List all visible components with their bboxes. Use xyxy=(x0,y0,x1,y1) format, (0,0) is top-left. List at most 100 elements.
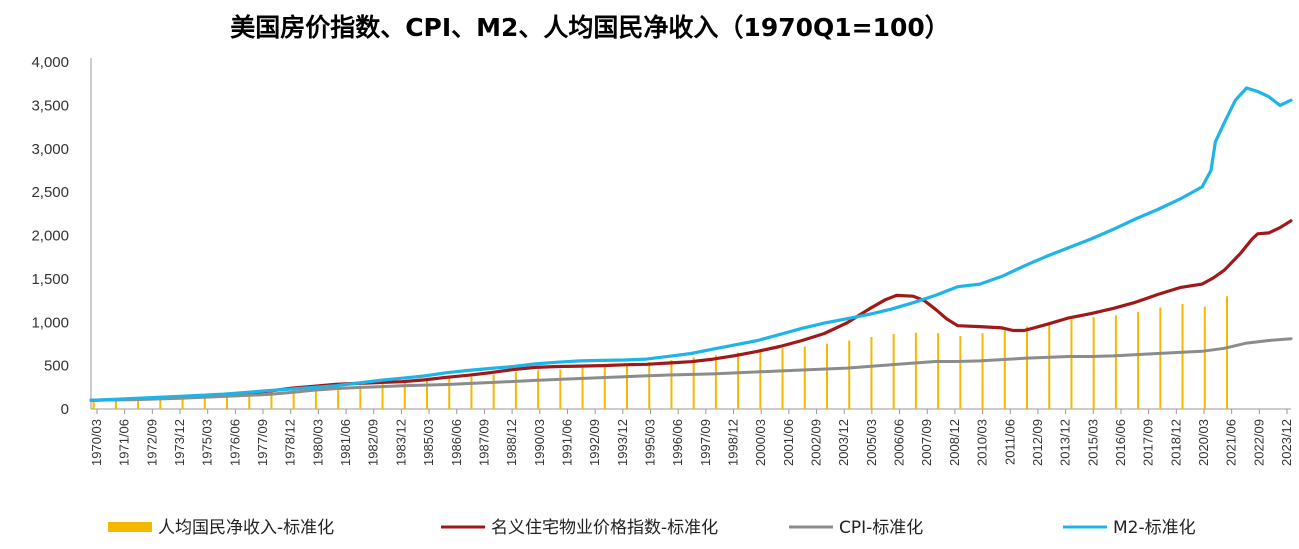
income-bar xyxy=(337,386,340,409)
x-tick-label: 2008/12 xyxy=(947,419,962,466)
income-bar xyxy=(1092,317,1095,409)
income-bar xyxy=(692,357,695,409)
series-lines xyxy=(89,86,1293,402)
y-tick-label: 500 xyxy=(44,358,69,375)
x-tick-label: 1975/03 xyxy=(200,419,215,466)
x-tick-label: 2000/03 xyxy=(753,419,768,466)
income-bar xyxy=(714,355,717,409)
y-tick-label: 1,000 xyxy=(31,314,69,331)
income-bar xyxy=(959,336,962,409)
income-bar xyxy=(248,393,251,409)
income-bar xyxy=(648,362,651,409)
x-tick-label: 1971/06 xyxy=(117,419,132,466)
income-bar xyxy=(381,383,384,409)
x-tick-label: 2017/09 xyxy=(1141,419,1156,466)
x-tick-label: 1996/06 xyxy=(670,419,685,466)
x-tick-label: 1987/09 xyxy=(476,419,491,466)
y-tick-label: 4,000 xyxy=(31,54,69,71)
x-tick-label: 1991/06 xyxy=(559,419,574,466)
legend-label-3: M2-标准化 xyxy=(1113,518,1196,538)
x-tick-label: 1998/12 xyxy=(726,419,741,466)
income-bar xyxy=(737,352,740,409)
income-bar xyxy=(603,366,606,409)
x-tick-label: 2011/06 xyxy=(1002,419,1017,465)
series-line-3 xyxy=(89,86,1293,402)
x-tick-label: 2002/09 xyxy=(809,419,824,466)
income-bar xyxy=(670,359,673,409)
income-bar xyxy=(892,333,895,409)
income-bar xyxy=(426,379,428,409)
income-bar xyxy=(781,348,784,409)
x-tick-label: 2021/06 xyxy=(1224,419,1239,466)
x-tick-label: 1972/09 xyxy=(144,419,159,466)
x-tick-label: 2023/12 xyxy=(1279,419,1294,466)
income-bar xyxy=(848,340,851,409)
income-bar xyxy=(870,336,873,409)
x-tick-label: 2016/06 xyxy=(1113,419,1128,466)
x-tick-label: 2003/12 xyxy=(836,419,851,466)
income-bar xyxy=(559,369,562,409)
x-tick-label: 1985/03 xyxy=(421,419,436,466)
income-bar xyxy=(470,376,473,409)
income-bar xyxy=(981,333,984,409)
x-tick-label: 1982/09 xyxy=(366,419,381,466)
x-tick-label: 2001/06 xyxy=(781,419,796,466)
y-tick-label: 0 xyxy=(61,401,69,418)
income-bar xyxy=(1070,319,1073,409)
x-tick-label: 1976/06 xyxy=(227,419,242,466)
x-tick-label: 1986/06 xyxy=(449,419,464,466)
income-bar xyxy=(1114,315,1117,409)
income-bar xyxy=(626,364,628,409)
y-axis-ticks: 0 500 1,000 1,500 2,000 2,500 3,000 3,500 4,000 xyxy=(31,54,69,418)
income-bar xyxy=(803,346,806,409)
x-tick-label: 1978/12 xyxy=(283,419,298,466)
x-tick-label: 1981/06 xyxy=(338,419,353,466)
income-bar xyxy=(1137,311,1140,409)
x-tick-label: 1970/03 xyxy=(89,419,104,466)
income-bar xyxy=(203,395,206,409)
income-bar xyxy=(92,400,95,409)
x-tick-label: 2020/03 xyxy=(1196,419,1211,466)
x-tick-label: 1983/12 xyxy=(393,419,408,466)
series-line-2 xyxy=(89,337,1293,402)
y-tick-label: 1,500 xyxy=(31,271,69,288)
legend-label-0: 人均国民净收入-标准化 xyxy=(158,518,334,538)
income-bars xyxy=(92,296,1228,409)
income-bar xyxy=(1226,296,1228,409)
y-tick-label: 3,500 xyxy=(31,97,69,114)
legend: 人均国民净收入-标准化 名义住宅物业价格指数-标准化 CPI-标准化 M2-标准化 xyxy=(108,518,1196,538)
income-bar xyxy=(1159,307,1162,409)
x-tick-label: 1997/09 xyxy=(698,419,713,466)
income-bar xyxy=(581,367,584,409)
income-bar xyxy=(314,388,317,409)
income-bar xyxy=(270,391,273,409)
income-bar xyxy=(292,389,295,409)
income-bar xyxy=(226,394,228,409)
income-bar xyxy=(937,333,940,409)
x-tick-label: 2006/06 xyxy=(892,419,907,466)
legend-label-1: 名义住宅物业价格指数-标准化 xyxy=(491,518,718,538)
income-bar xyxy=(914,332,917,409)
income-bar xyxy=(114,399,117,409)
income-bar xyxy=(137,398,140,409)
income-bar xyxy=(1003,330,1006,409)
series-line-1 xyxy=(89,219,1293,402)
income-bar xyxy=(159,397,162,409)
x-tick-label: 1977/09 xyxy=(255,419,270,466)
income-bar xyxy=(1203,306,1206,409)
income-bar xyxy=(1181,304,1184,409)
income-bar xyxy=(759,349,762,409)
x-tick-label: 2015/03 xyxy=(1085,419,1100,466)
x-axis-ticks: 1970/03 1971/06 1972/09 1973/12 1975/03 1976/… xyxy=(89,409,1294,466)
income-bar xyxy=(359,385,362,409)
legend-swatch-0 xyxy=(108,522,152,532)
x-tick-label: 2005/03 xyxy=(864,419,879,466)
chart-title: 美国房价指数、CPI、M2、人均国民净收入（1970Q1=100） xyxy=(230,13,950,42)
x-tick-label: 2022/09 xyxy=(1251,419,1266,466)
y-tick-label: 3,000 xyxy=(31,141,69,158)
income-bar xyxy=(181,396,184,409)
x-tick-label: 2013/12 xyxy=(1058,419,1073,466)
legend-label-2: CPI-标准化 xyxy=(839,518,923,538)
